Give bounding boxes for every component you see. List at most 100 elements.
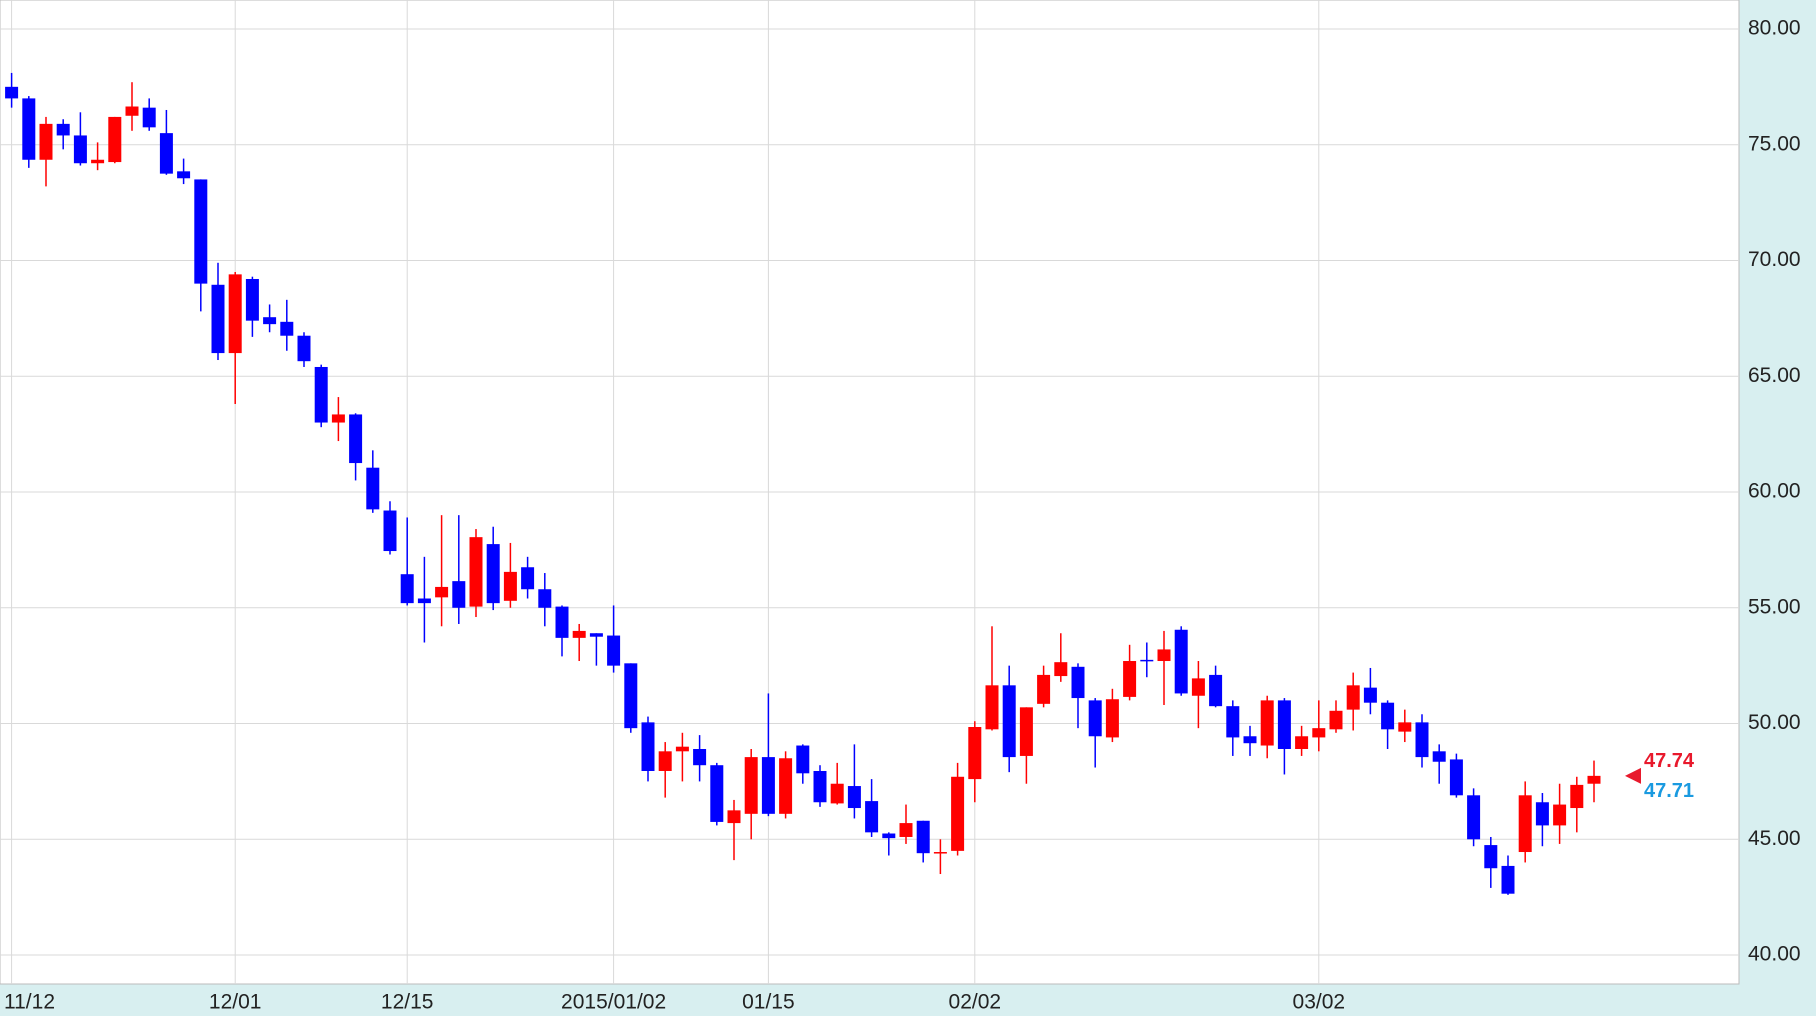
candle-body xyxy=(1019,707,1033,756)
x-tick-label: 01/15 xyxy=(742,991,795,1014)
candle-body xyxy=(228,274,242,354)
candle-body xyxy=(5,86,19,99)
candle-body xyxy=(56,123,70,136)
candle-body xyxy=(555,606,569,638)
candle-body xyxy=(951,776,965,851)
candle-body xyxy=(435,586,449,598)
candle-body xyxy=(1346,685,1360,710)
x-tick-label: 12/01 xyxy=(209,991,262,1014)
price-label: 47.71 xyxy=(1644,780,1694,802)
candle-body xyxy=(280,321,294,336)
candle-body xyxy=(1191,678,1205,696)
candle-body xyxy=(159,133,173,174)
price-marker xyxy=(1625,767,1641,784)
candle-body xyxy=(211,284,225,354)
candle-body xyxy=(108,116,122,163)
candle-body xyxy=(865,801,879,833)
candle-body xyxy=(1467,795,1481,840)
candle-body xyxy=(125,106,139,116)
y-tick-label: 80.00 xyxy=(1748,16,1801,39)
candle-body xyxy=(400,574,414,604)
candle-body xyxy=(1140,659,1154,662)
candle-body xyxy=(968,727,982,780)
candle-body xyxy=(1398,722,1412,732)
y-tick-label: 50.00 xyxy=(1748,711,1801,734)
candle-body xyxy=(933,852,947,854)
candle-body xyxy=(779,758,793,814)
candle-body xyxy=(1209,674,1223,707)
candle-body xyxy=(331,414,345,423)
candle-body xyxy=(1415,722,1429,758)
y-tick-label: 75.00 xyxy=(1748,132,1801,155)
y-tick-label: 40.00 xyxy=(1748,943,1801,966)
y-tick-label: 60.00 xyxy=(1748,480,1801,503)
candle-body xyxy=(1501,865,1515,894)
candle-body xyxy=(1157,649,1171,662)
candle-body xyxy=(572,630,586,638)
candle-body xyxy=(263,317,277,325)
candle-body xyxy=(607,635,621,666)
y-tick-label: 45.00 xyxy=(1748,827,1801,850)
candle-body xyxy=(366,467,380,510)
y-tick-label: 70.00 xyxy=(1748,248,1801,271)
candle-body xyxy=(538,589,552,608)
candle-body xyxy=(39,123,53,160)
candle-body xyxy=(314,366,328,423)
x-tick-label: 02/02 xyxy=(949,991,1002,1014)
candle-body xyxy=(1123,661,1137,697)
candle-body xyxy=(73,135,87,164)
candle-body xyxy=(521,567,535,590)
candle-body xyxy=(177,171,191,179)
candle-body xyxy=(1570,784,1584,809)
candle-body xyxy=(1587,775,1601,784)
candle-body xyxy=(1295,736,1309,749)
candle-body xyxy=(985,685,999,730)
candle-body xyxy=(1174,629,1188,694)
candle-body xyxy=(297,335,311,362)
candle-body xyxy=(469,537,483,607)
candle-body xyxy=(452,581,466,608)
x-tick-label: 11/12 xyxy=(4,991,55,1014)
candle-body xyxy=(1449,759,1463,796)
candle-body xyxy=(1553,804,1567,826)
candle-body xyxy=(1432,751,1446,762)
x-tick-label: 12/15 xyxy=(381,991,434,1014)
candle-body xyxy=(1243,736,1257,744)
candle-body xyxy=(383,510,397,552)
candle-body xyxy=(1226,706,1240,738)
candle-body xyxy=(641,722,655,771)
candle-body xyxy=(1088,700,1102,737)
candle-body xyxy=(1312,728,1326,738)
candle-body xyxy=(624,663,638,729)
candle-body xyxy=(1535,802,1549,826)
candle-body xyxy=(589,633,603,637)
candle-body xyxy=(1381,702,1395,730)
candle-body xyxy=(830,783,844,804)
candle-body xyxy=(658,751,672,771)
candle-body xyxy=(1363,687,1377,703)
candle-body xyxy=(727,810,741,824)
candle-body xyxy=(194,179,208,284)
y-tick-label: 65.00 xyxy=(1748,364,1801,387)
candle-body xyxy=(91,159,105,164)
candle-body xyxy=(1002,685,1016,758)
candle-body xyxy=(899,823,913,837)
candle-body xyxy=(744,757,758,814)
candle-body xyxy=(1484,845,1498,869)
candle-body xyxy=(847,786,861,809)
candle-body xyxy=(813,770,827,803)
x-tick-label: 03/02 xyxy=(1293,991,1346,1014)
candle-body xyxy=(1071,666,1085,699)
candle-body xyxy=(1037,674,1051,704)
candle-body xyxy=(245,278,259,321)
candle-body xyxy=(503,571,517,601)
candle-body xyxy=(710,765,724,822)
candle-body xyxy=(417,598,431,604)
candle-body xyxy=(349,414,363,464)
candle-body xyxy=(761,757,775,814)
candle-body xyxy=(142,107,156,128)
y-tick-label: 55.00 xyxy=(1748,595,1801,618)
x-tick-label: 2015/01/02 xyxy=(561,991,666,1014)
